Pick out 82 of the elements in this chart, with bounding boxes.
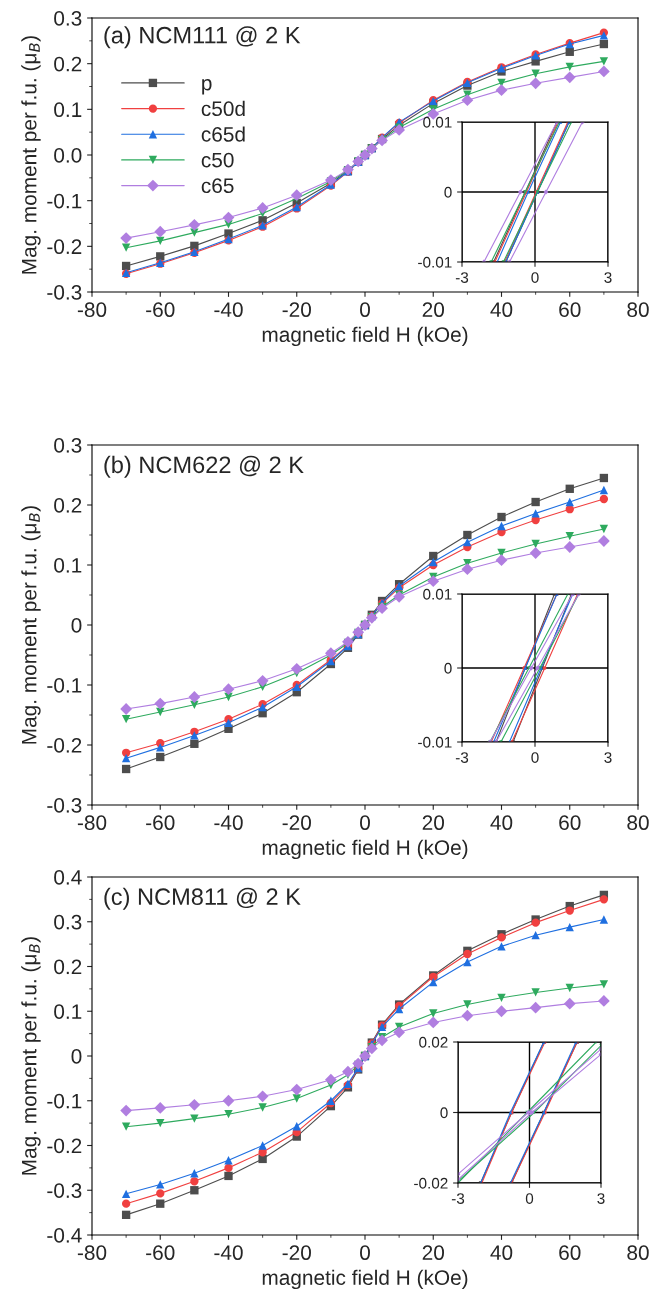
x-tick-label: 60 [559, 815, 581, 831]
y-tick-label: 0.3 [54, 438, 82, 453]
x-tick-label: -3 [451, 1193, 465, 1204]
chart-title: (c) NCM811 @ 2 K [104, 887, 301, 910]
y-tick-label: 0.01 [423, 588, 452, 600]
x-tick-label: -20 [282, 302, 311, 318]
y-tick-label: 0 [71, 1049, 82, 1064]
y-tick-label: -0.1 [47, 1093, 82, 1109]
legend-label: p [202, 79, 212, 95]
legend-label: c65d [201, 126, 245, 142]
x-tick-label: 3 [604, 752, 612, 763]
y-tick-label: 0.4 [54, 870, 82, 885]
x-tick-label: 3 [604, 272, 612, 283]
x-tick-label: -60 [146, 302, 175, 318]
x-tick-label: -60 [146, 1245, 175, 1261]
chart-title: (a) NCM111 @ 2 K [104, 26, 301, 49]
legend-label: c65 [201, 178, 234, 194]
y-tick-label: -0.2 [47, 1138, 82, 1154]
y-tick-label: 0.02 [419, 1036, 448, 1048]
y-tick-label: -0.3 [47, 285, 82, 300]
y-tick-label: 0.3 [54, 914, 82, 930]
y-tick-label: 0.0 [54, 148, 82, 163]
y-axis-title: Mag. moment per f.u. (μ$_{B}$) [21, 36, 41, 274]
x-tick-label: -20 [282, 1245, 311, 1261]
y-tick-label: -0.2 [47, 239, 82, 255]
x-tick-label: -40 [214, 815, 243, 831]
y-tick-label: 0.3 [54, 11, 82, 26]
x-tick-label: 20 [422, 1245, 445, 1261]
x-tick-label: 80 [627, 302, 649, 318]
x-tick-label: -40 [214, 1245, 243, 1261]
x-axis-title: magnetic field H (kOe) [262, 1269, 468, 1290]
x-tick-label: 40 [490, 1245, 513, 1261]
y-tick-label: 0.1 [54, 102, 82, 118]
y-tick-label: -0.2 [47, 738, 82, 753]
y-tick-label: -0.1 [47, 193, 82, 209]
y-tick-label: 0.2 [54, 959, 82, 975]
y-tick-label: 0 [440, 1107, 448, 1119]
x-tick-label: -80 [77, 1245, 107, 1261]
y-axis-title: Mag. moment per f.u. (μ$_{B}$) [21, 506, 41, 744]
x-tick-label: 0 [360, 1245, 370, 1261]
x-tick-label: 40 [490, 815, 513, 831]
y-tick-label: 0.1 [54, 558, 82, 573]
x-tick-label: 20 [422, 302, 445, 318]
y-tick-label: -0.3 [47, 1183, 82, 1198]
x-tick-label: -3 [455, 272, 469, 283]
x-tick-label: 60 [559, 1245, 581, 1261]
y-tick-label: -0.1 [47, 678, 82, 693]
x-tick-label: 0 [360, 302, 370, 318]
x-tick-label: 80 [627, 815, 649, 831]
x-tick-label: -20 [282, 815, 311, 831]
y-axis-title: Mag. moment per f.u. (μ$_{B}$) [21, 937, 41, 1175]
y-tick-label: 0.2 [54, 498, 82, 513]
x-tick-label: 60 [559, 302, 581, 318]
y-tick-label: -0.01 [418, 256, 452, 268]
y-tick-label: 0.2 [54, 56, 82, 72]
x-tick-label: -40 [214, 302, 243, 318]
y-tick-label: 0 [71, 618, 82, 633]
x-tick-label: 40 [490, 302, 513, 318]
x-tick-label: 80 [627, 1245, 649, 1261]
y-tick-label: 0.01 [423, 116, 452, 128]
x-tick-label: 0 [525, 1193, 534, 1204]
y-tick-label: -0.02 [414, 1177, 448, 1189]
x-axis-title: magnetic field H (kOe) [262, 839, 468, 860]
y-tick-label: -0.01 [418, 736, 452, 748]
y-tick-label: 0 [444, 186, 452, 198]
legend-label: c50 [201, 152, 234, 168]
x-tick-label: 3 [597, 1193, 605, 1204]
x-tick-label: 0 [360, 815, 370, 831]
y-tick-label: -0.4 [47, 1228, 82, 1243]
x-tick-label: 20 [422, 815, 445, 831]
x-axis-title: magnetic field H (kOe) [262, 326, 468, 347]
y-tick-label: 0 [444, 662, 452, 674]
y-tick-label: 0.1 [54, 1004, 82, 1019]
x-tick-label: -3 [455, 752, 469, 763]
x-tick-label: -60 [146, 815, 175, 831]
chart-title: (b) NCM622 @ 2 K [104, 455, 304, 478]
x-tick-label: -80 [77, 815, 107, 831]
x-tick-label: 0 [531, 272, 539, 283]
y-tick-label: -0.3 [47, 798, 82, 813]
x-tick-label: -80 [77, 302, 107, 318]
x-tick-label: 0 [531, 752, 539, 763]
legend-label: c50d [201, 100, 245, 117]
